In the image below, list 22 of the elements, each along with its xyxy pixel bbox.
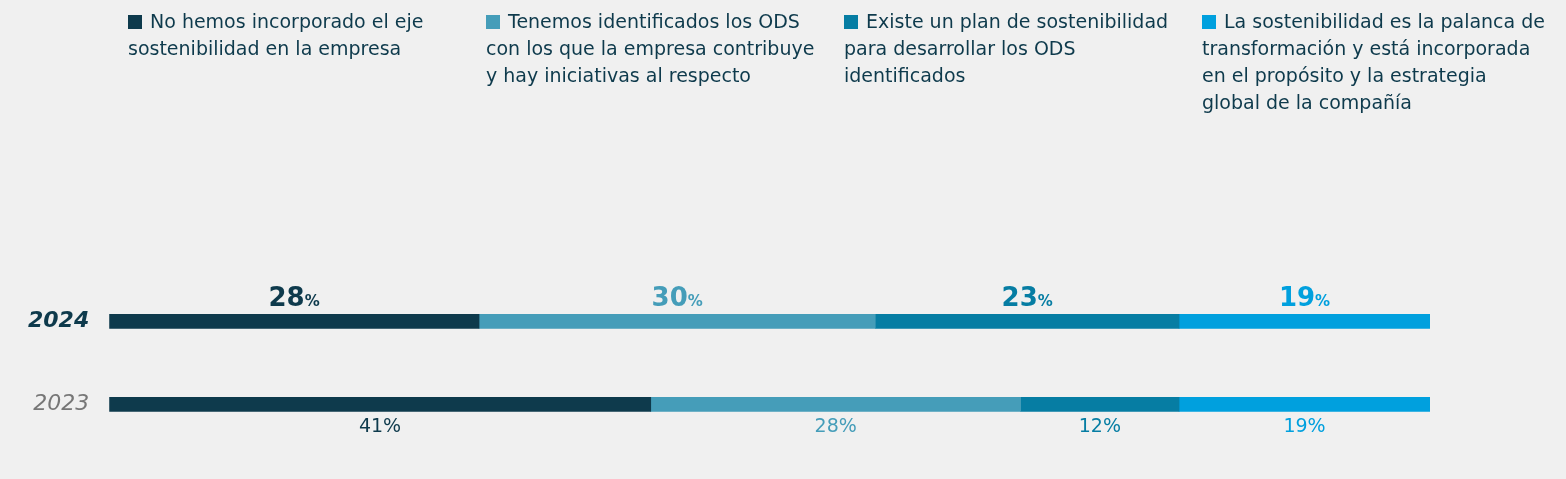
bar xyxy=(109,314,480,329)
bar xyxy=(478,314,876,329)
legend-label: La sostenibilidad es la palanca de transformación y está incorporada en el propósito y la estrategia global de la compañía xyxy=(1202,9,1546,115)
data-label: 28% xyxy=(268,282,320,313)
data-label: 19% xyxy=(1278,282,1331,313)
bar xyxy=(109,397,652,412)
bar xyxy=(1020,397,1180,412)
legend-label: No hemos incorporado el eje sostenibilidad en la empresa xyxy=(128,9,425,61)
data-label: 23% xyxy=(1001,282,1053,313)
data-label: 19% xyxy=(1283,413,1326,436)
data-label: 41% xyxy=(358,413,402,436)
bar xyxy=(874,314,1180,329)
legend-label: Tenemos identificados los ODS con los que la empresa contribuye y hay iniciativas al respecto xyxy=(486,9,816,88)
y-tick-label: 2023 xyxy=(33,390,90,416)
legend-label: Existe un plan de sostenibilidad para desarrollar los ODS identificados xyxy=(844,9,1170,88)
data-label: 12% xyxy=(1078,413,1121,436)
bar xyxy=(1178,314,1430,329)
data-label: 28% xyxy=(814,413,857,436)
bar xyxy=(1178,397,1430,412)
bar xyxy=(650,397,1021,412)
y-tick-label: 2024 xyxy=(28,307,90,333)
data-label: 30% xyxy=(651,282,703,313)
